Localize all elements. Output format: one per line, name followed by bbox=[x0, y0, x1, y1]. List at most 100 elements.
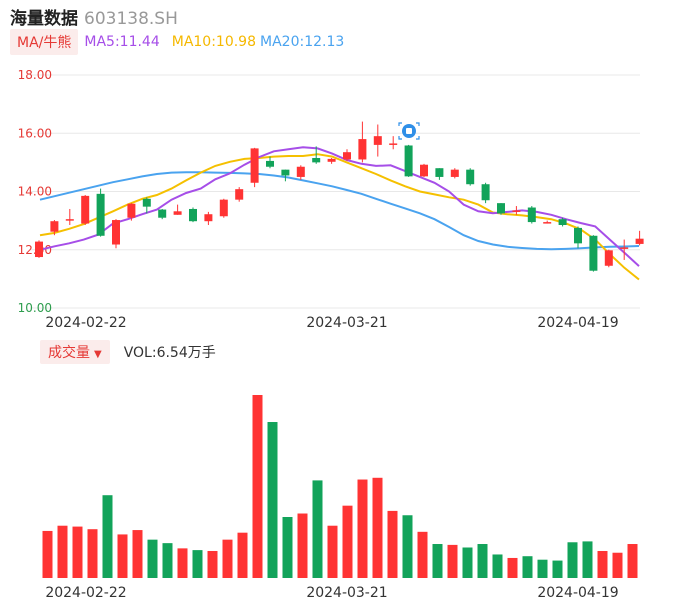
candle bbox=[358, 121, 367, 163]
x-tick-label: 2024-04-19 bbox=[537, 315, 618, 331]
candle-body bbox=[574, 227, 582, 244]
ma-legend: MA/牛熊 MA5:11.44 MA10:10.98 MA20:12.13 bbox=[10, 29, 345, 55]
ma-type-selector[interactable]: MA/牛熊 bbox=[10, 29, 79, 55]
candle bbox=[189, 207, 197, 223]
candle-body bbox=[404, 145, 413, 177]
candle bbox=[96, 188, 105, 237]
dropdown-arrow-icon: ▼ bbox=[94, 349, 102, 360]
volume-bar bbox=[267, 422, 278, 578]
volume-bar bbox=[132, 530, 143, 578]
candle-body bbox=[296, 166, 305, 177]
volume-bar bbox=[72, 526, 83, 578]
candle-body bbox=[281, 169, 290, 176]
candle bbox=[343, 149, 351, 161]
candle-body bbox=[620, 247, 629, 249]
ma5-line bbox=[39, 146, 640, 267]
candle-body bbox=[65, 219, 74, 221]
volume-bar bbox=[237, 532, 248, 578]
volume-bar bbox=[597, 550, 608, 578]
x-tick-label: 2024-04-19 bbox=[537, 585, 618, 601]
candle bbox=[50, 220, 59, 236]
candle bbox=[558, 217, 567, 227]
volume-bar bbox=[582, 541, 593, 578]
volume-bar bbox=[507, 557, 518, 578]
event-marker-glyph bbox=[406, 128, 412, 134]
ma20-value: MA20:12.13 bbox=[260, 34, 345, 50]
volume-bar bbox=[612, 552, 623, 578]
volume-bar bbox=[177, 548, 188, 578]
candle-body bbox=[589, 235, 598, 271]
price-x-axis: 2024-02-22 2024-03-21 2024-04-19 bbox=[45, 315, 618, 331]
volume-bar bbox=[102, 495, 113, 578]
candle bbox=[312, 146, 321, 164]
candle bbox=[466, 168, 475, 186]
candle bbox=[527, 206, 536, 224]
volume-bar bbox=[492, 554, 503, 578]
candle bbox=[142, 197, 151, 214]
stock-name: 海量数据 bbox=[10, 9, 78, 29]
candle bbox=[543, 220, 552, 224]
candle bbox=[281, 169, 290, 182]
volume-bar bbox=[282, 517, 293, 578]
candle-body bbox=[127, 203, 136, 218]
x-tick-label: 2024-03-21 bbox=[306, 585, 387, 601]
candle bbox=[35, 240, 43, 258]
candle-body bbox=[266, 160, 274, 167]
volume-bar bbox=[462, 547, 473, 578]
candle-body bbox=[358, 139, 367, 160]
candle bbox=[65, 208, 74, 225]
candle-body bbox=[635, 238, 644, 244]
candle-body bbox=[543, 222, 552, 224]
candle bbox=[112, 219, 120, 249]
candle bbox=[512, 206, 521, 215]
volume-bar bbox=[417, 531, 428, 578]
candle bbox=[435, 168, 444, 180]
candle-body bbox=[450, 169, 459, 177]
event-marker-frame bbox=[398, 122, 420, 140]
x-tick-label: 2024-02-22 bbox=[45, 585, 126, 601]
candle-body bbox=[173, 211, 182, 215]
volume-bar bbox=[87, 529, 98, 578]
candle bbox=[450, 168, 459, 179]
candle-body bbox=[81, 195, 90, 224]
candle-body bbox=[189, 208, 197, 222]
volume-bar bbox=[147, 539, 158, 578]
candle bbox=[589, 235, 598, 272]
volume-bar bbox=[192, 550, 203, 578]
y-tick-label: 18.00 bbox=[18, 68, 52, 82]
volume-bar bbox=[57, 525, 68, 578]
candle bbox=[158, 208, 167, 220]
ma20-line bbox=[39, 171, 640, 251]
candle bbox=[250, 147, 259, 188]
candle bbox=[235, 187, 244, 202]
price-y-axis: 18.00 16.00 14.00 12.00 10.00 bbox=[18, 68, 52, 315]
candle-body bbox=[466, 169, 475, 185]
candle-body bbox=[327, 158, 336, 162]
candle bbox=[574, 226, 582, 249]
volume-indicator-selector[interactable]: 成交量 ▼ bbox=[40, 340, 110, 364]
volume-bar bbox=[447, 544, 458, 578]
candle bbox=[266, 156, 274, 169]
volume-bar bbox=[387, 510, 398, 578]
candle-body bbox=[373, 136, 382, 145]
volume-bars bbox=[42, 395, 638, 578]
candle-body bbox=[558, 219, 567, 225]
candle bbox=[389, 136, 398, 150]
candle-body bbox=[312, 158, 321, 163]
candle bbox=[404, 144, 413, 177]
candle bbox=[620, 239, 629, 260]
volume-bar bbox=[162, 543, 173, 578]
ma10-line bbox=[39, 153, 640, 281]
volume-bar bbox=[297, 513, 308, 578]
volume-value: VOL:6.54万手 bbox=[123, 345, 216, 361]
volume-bar bbox=[222, 539, 233, 578]
candle bbox=[497, 203, 505, 215]
x-tick-label: 2024-02-22 bbox=[45, 315, 126, 331]
candle-body bbox=[389, 143, 398, 145]
volume-bar bbox=[312, 480, 323, 578]
stock-code: 603138.SH bbox=[84, 9, 178, 29]
candle-body bbox=[112, 220, 120, 245]
candle bbox=[604, 249, 613, 268]
volume-bar bbox=[477, 544, 488, 578]
